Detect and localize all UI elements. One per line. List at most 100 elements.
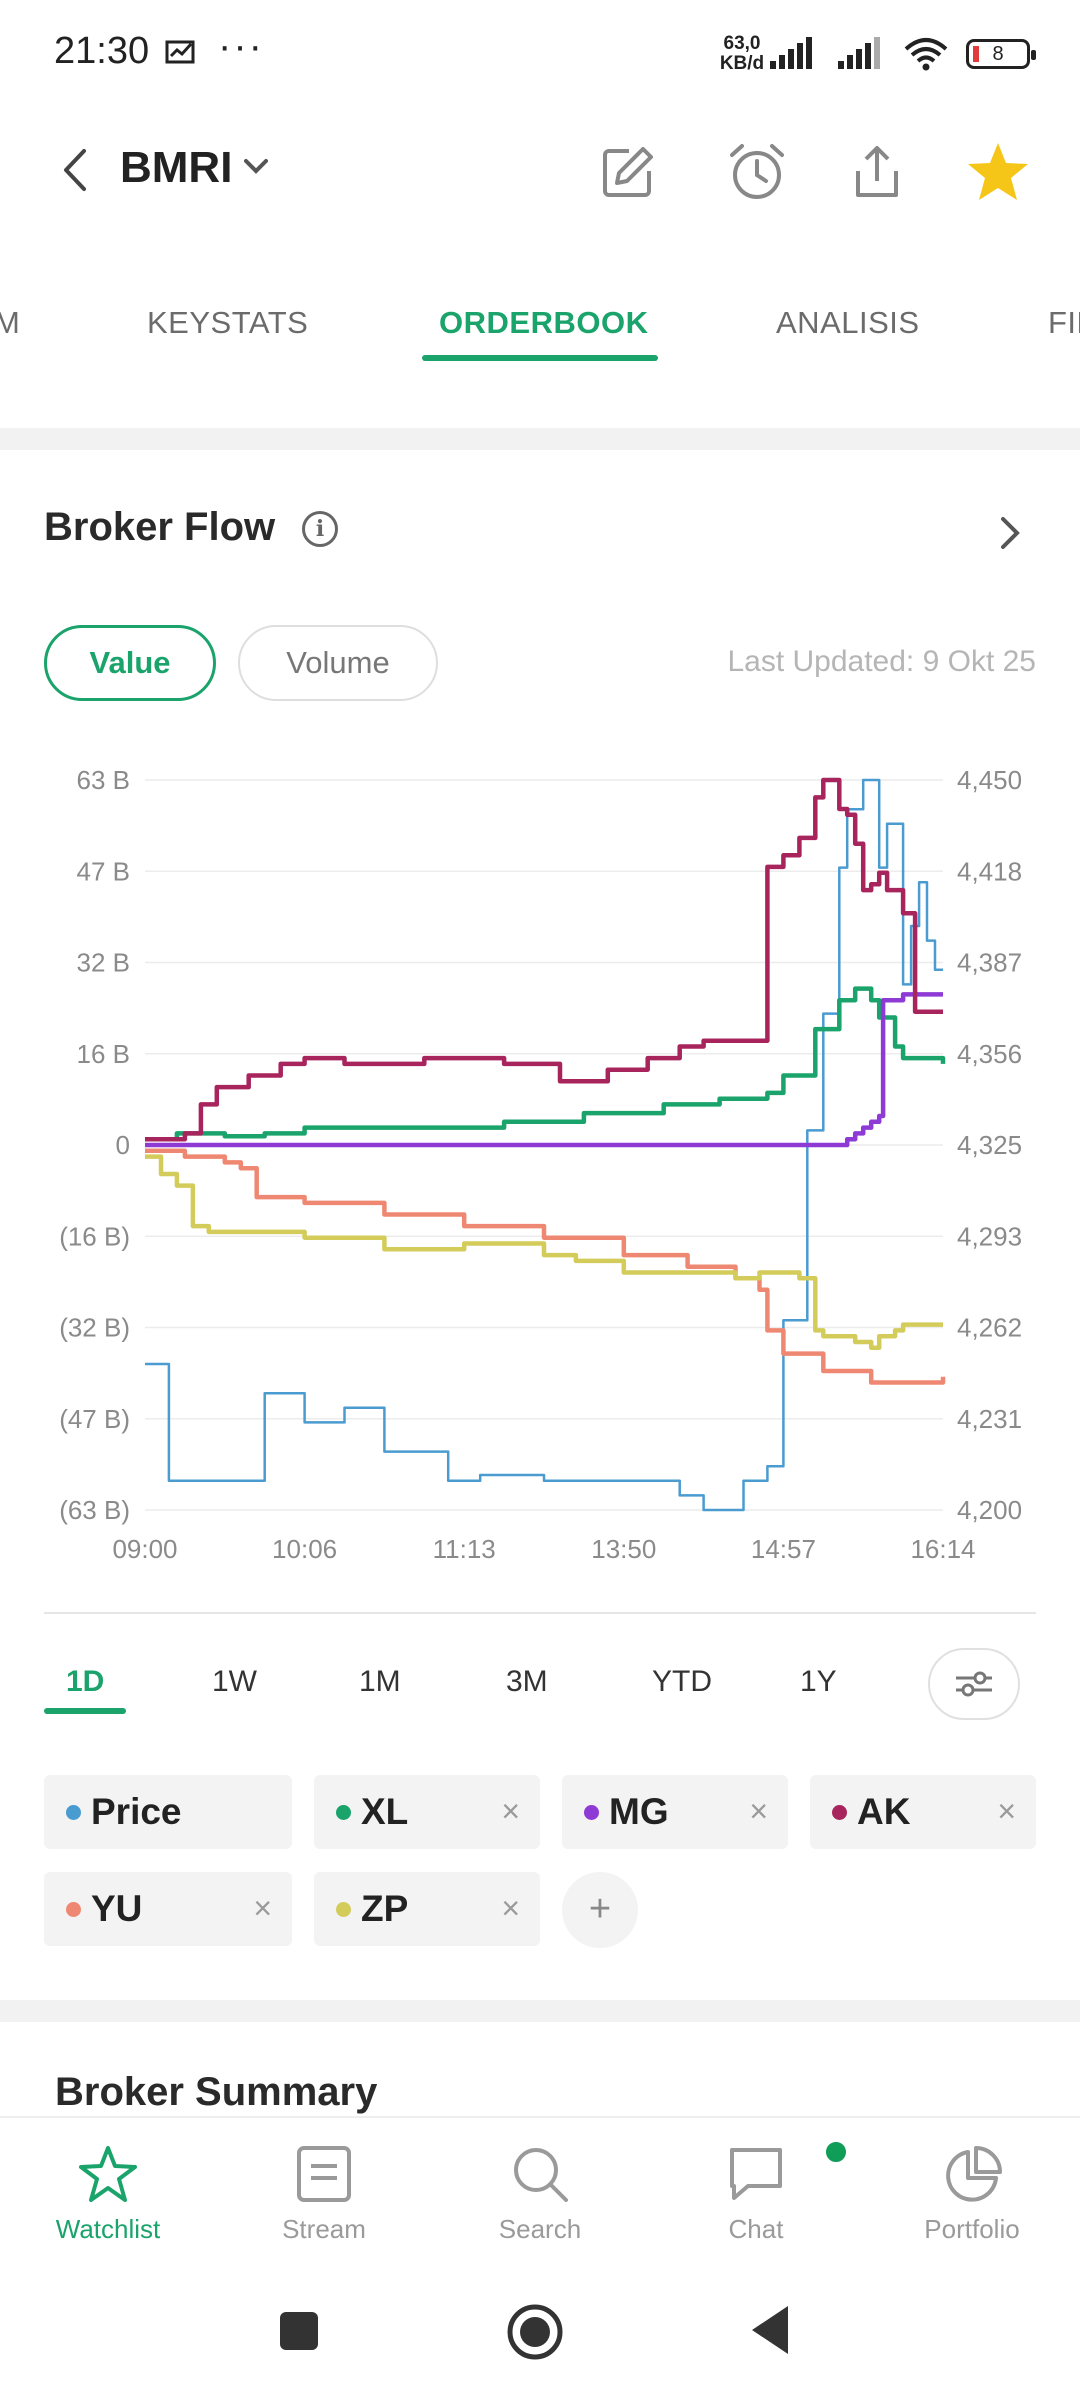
- star-outline-icon: [79, 2146, 137, 2202]
- legend-dot: [336, 1901, 351, 1917]
- period-1m[interactable]: 1M: [359, 1665, 401, 1698]
- nav-label: Watchlist: [55, 2214, 161, 2244]
- x-axis-tick: 10:06: [272, 1534, 337, 1564]
- back-icon[interactable]: [58, 145, 94, 200]
- edit-icon[interactable]: [593, 137, 663, 207]
- status-time: 21:30: [54, 30, 150, 72]
- nav-watchlist[interactable]: Watchlist: [28, 2144, 188, 2245]
- system-navigation-bar: [0, 2270, 1080, 2400]
- nav-chat[interactable]: Chat: [676, 2140, 848, 2245]
- period-3m[interactable]: 3M: [506, 1665, 548, 1698]
- add-broker-button[interactable]: +: [562, 1872, 638, 1948]
- left-axis-tick: (63 B): [59, 1495, 130, 1525]
- left-axis-tick: (32 B): [59, 1313, 130, 1343]
- nav-search[interactable]: Search: [460, 2144, 620, 2245]
- legend-chip-mg[interactable]: MG ×: [562, 1775, 788, 1849]
- nav-stream[interactable]: Stream: [244, 2144, 404, 2245]
- close-icon[interactable]: ×: [997, 1793, 1016, 1829]
- close-icon[interactable]: ×: [253, 1890, 272, 1926]
- series-line-yu: [145, 1148, 946, 1385]
- x-axis-tick: 09:00: [112, 1534, 177, 1564]
- recent-apps-icon[interactable]: [278, 2310, 320, 2357]
- nav-portfolio[interactable]: Portfolio: [892, 2144, 1052, 2245]
- section-separator: [0, 428, 1080, 450]
- chat-icon: [730, 2148, 782, 2200]
- period-1w[interactable]: 1W: [212, 1665, 257, 1698]
- series-line-mg: [145, 992, 943, 1148]
- bottom-navigation: Watchlist Stream Search Chat Portfolio: [0, 2116, 1080, 2272]
- nav-label: Stream: [282, 2214, 366, 2244]
- legend-dot: [66, 1804, 81, 1820]
- right-axis-tick: 4,387: [957, 948, 1022, 978]
- legend-label: XL: [361, 1791, 409, 1832]
- home-icon[interactable]: [505, 2302, 565, 2367]
- close-icon[interactable]: ×: [501, 1890, 520, 1926]
- tab-keystats[interactable]: KEYSTATS: [147, 305, 309, 340]
- right-axis-tick: 4,418: [957, 856, 1022, 886]
- tab-bar: M KEYSTATS ORDERBOOK ANALISIS FIN: [0, 295, 1080, 365]
- legend-chip-zp[interactable]: ZP ×: [314, 1872, 540, 1946]
- tab-analisis[interactable]: ANALISIS: [776, 305, 920, 340]
- signal-icon: [770, 37, 812, 69]
- left-axis-tick: 47 B: [77, 856, 131, 886]
- series-line-xl: [145, 986, 946, 1142]
- tab-orderbook[interactable]: ORDERBOOK: [439, 305, 649, 340]
- sliders-icon: [956, 1671, 992, 1697]
- legend-chip-xl[interactable]: XL ×: [314, 1775, 540, 1849]
- period-1y[interactable]: 1Y: [800, 1665, 837, 1698]
- chevron-down-icon[interactable]: [240, 151, 272, 186]
- x-axis-tick: 13:50: [591, 1534, 656, 1564]
- legend-label: Price: [91, 1791, 182, 1832]
- pie-chart-icon: [946, 2146, 1002, 2202]
- right-axis-tick: 4,293: [957, 1221, 1022, 1251]
- close-icon[interactable]: ×: [749, 1793, 768, 1829]
- battery-icon: 8: [966, 39, 1036, 69]
- speed-unit: KB/d: [719, 53, 765, 74]
- x-axis-tick: 11:13: [433, 1534, 496, 1564]
- active-tab-indicator: [422, 355, 658, 361]
- chevron-right-icon[interactable]: [995, 515, 1025, 556]
- nav-label: Portfolio: [924, 2214, 1020, 2244]
- star-icon[interactable]: [963, 137, 1033, 207]
- right-axis-tick: 4,231: [957, 1404, 1022, 1434]
- battery-level: 8: [992, 43, 1004, 65]
- legend-chip-ak[interactable]: AK ×: [810, 1775, 1036, 1849]
- stream-icon: [297, 2146, 351, 2202]
- legend-label: MG: [609, 1791, 669, 1832]
- notification-icon: [165, 38, 199, 74]
- tab-partial-left[interactable]: M: [0, 305, 21, 340]
- signal-icon-2: [838, 37, 880, 69]
- broker-flow-title: Broker Flow: [44, 505, 276, 549]
- left-axis-tick: (16 B): [59, 1221, 130, 1251]
- right-axis-tick: 4,200: [957, 1495, 1022, 1525]
- period-ytd[interactable]: YTD: [652, 1665, 712, 1698]
- alarm-icon[interactable]: [722, 137, 792, 207]
- right-axis-tick: 4,262: [957, 1313, 1022, 1343]
- volume-toggle-button[interactable]: Volume: [238, 625, 438, 701]
- more-notifications-icon: ···: [218, 24, 264, 68]
- legend-chip-yu[interactable]: YU ×: [44, 1872, 292, 1946]
- right-axis-tick: 4,325: [957, 1130, 1022, 1160]
- back-nav-icon[interactable]: [748, 2304, 792, 2361]
- speed-value: 63,0: [723, 33, 761, 54]
- left-axis-tick: 0: [116, 1130, 130, 1160]
- chart-settings-button[interactable]: [928, 1648, 1020, 1720]
- legend-label: ZP: [361, 1888, 409, 1929]
- divider: [44, 1612, 1036, 1614]
- period-1d[interactable]: 1D: [66, 1665, 105, 1698]
- x-axis-tick: 14:57: [751, 1534, 816, 1564]
- close-icon[interactable]: ×: [501, 1793, 520, 1829]
- legend-chip-price[interactable]: Price: [44, 1775, 292, 1849]
- broker-flow-chart[interactable]: 63 B 4,450 47 B 4,418 32 B 4,387 16 B 4,356 0 4,3…: [0, 740, 1080, 1580]
- ticker-title[interactable]: BMRI: [120, 143, 233, 192]
- right-axis-tick: 4,450: [957, 765, 1022, 795]
- share-icon[interactable]: [842, 137, 912, 207]
- info-icon[interactable]: i: [302, 511, 338, 547]
- series-line-ak: [145, 777, 943, 1142]
- search-icon: [514, 2148, 568, 2202]
- tab-partial-right[interactable]: FIN: [1048, 305, 1080, 340]
- series-line-zp: [145, 1154, 943, 1351]
- legend-dot: [66, 1901, 81, 1917]
- value-toggle-button[interactable]: Value: [44, 625, 216, 701]
- left-axis-tick: (47 B): [59, 1404, 130, 1434]
